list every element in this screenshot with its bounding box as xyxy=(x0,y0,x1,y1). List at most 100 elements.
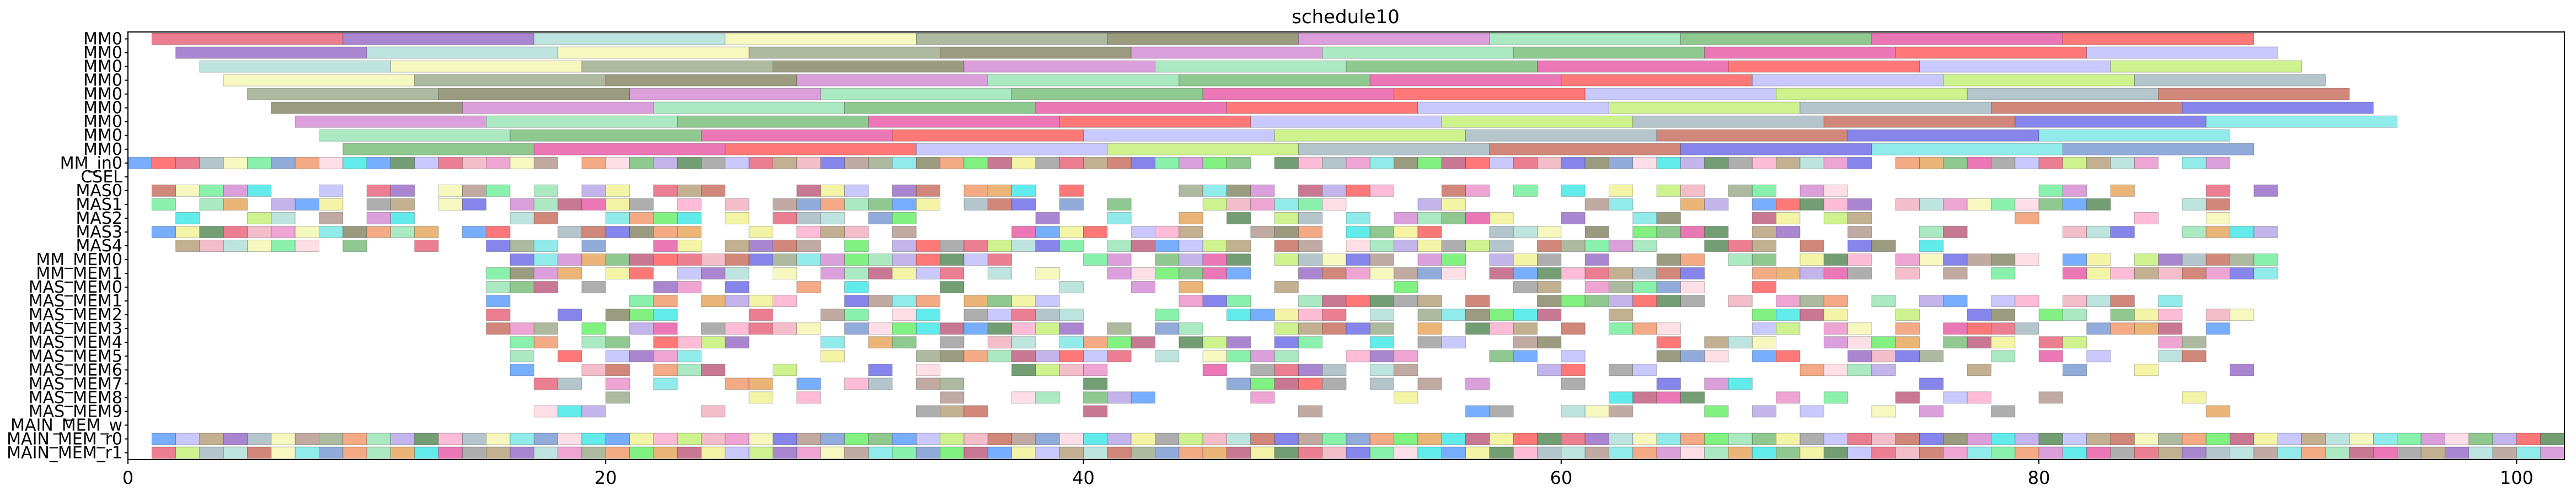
task-block xyxy=(701,267,726,280)
task-block xyxy=(1656,225,1681,238)
task-block xyxy=(2349,446,2374,459)
task-block xyxy=(1632,446,1657,459)
task-block xyxy=(701,405,726,418)
task-block xyxy=(1107,212,1132,224)
task-block xyxy=(653,309,678,321)
task-block xyxy=(2015,212,2039,224)
task-block xyxy=(1967,364,1991,376)
task-block xyxy=(963,322,988,335)
task-block xyxy=(1465,239,1490,252)
task-block xyxy=(1823,295,1849,308)
task-block xyxy=(605,225,630,238)
task-block xyxy=(2253,267,2278,280)
x-tick-label: 60 xyxy=(1550,467,1572,488)
task-block xyxy=(1011,157,1036,169)
task-block xyxy=(533,446,559,459)
task-bar xyxy=(151,33,344,45)
task-block xyxy=(892,239,917,252)
task-block xyxy=(677,239,702,252)
task-block xyxy=(844,295,869,308)
task-block xyxy=(844,281,869,294)
row-label: MM_MEM0 xyxy=(36,250,122,269)
task-block xyxy=(844,378,869,390)
task-block xyxy=(1513,433,1538,445)
task-block xyxy=(2253,184,2278,197)
task-block xyxy=(1226,254,1251,266)
task-block xyxy=(247,212,272,224)
task-bar xyxy=(1561,74,1753,87)
task-block xyxy=(1154,239,1180,252)
task-bar xyxy=(319,129,511,142)
task-block xyxy=(1800,446,1824,459)
task-bar xyxy=(199,60,391,73)
task-block xyxy=(868,254,893,266)
task-bar xyxy=(1871,33,2063,45)
task-block xyxy=(1131,281,1155,294)
task-block xyxy=(772,295,797,308)
task-block xyxy=(2038,198,2063,211)
task-block xyxy=(1680,225,1705,238)
task-block xyxy=(366,198,391,211)
task-block xyxy=(1298,322,1323,335)
row-label: MM0 xyxy=(83,99,122,118)
task-block xyxy=(1895,157,1920,169)
task-block xyxy=(772,239,797,252)
task-block xyxy=(1895,446,1920,459)
task-block xyxy=(940,433,965,445)
task-block xyxy=(1800,295,1824,308)
task-block xyxy=(2015,446,2039,459)
task-block xyxy=(2062,446,2087,459)
task-block xyxy=(868,378,893,390)
task-block xyxy=(1537,336,1562,349)
task-block xyxy=(1632,225,1657,238)
task-block xyxy=(677,254,702,266)
task-block xyxy=(629,212,654,224)
row-label: CSEL xyxy=(81,168,122,187)
task-block xyxy=(1680,391,1705,404)
task-block xyxy=(199,225,224,238)
task-block xyxy=(963,309,988,321)
task-block xyxy=(1059,350,1084,363)
task-block xyxy=(199,157,224,169)
task-block xyxy=(677,446,702,459)
task-block xyxy=(1346,433,1370,445)
task-block xyxy=(1083,336,1108,349)
task-bar xyxy=(247,88,439,100)
task-block xyxy=(725,295,749,308)
task-block xyxy=(1107,198,1132,211)
task-block xyxy=(1059,446,1084,459)
task-block xyxy=(1967,309,1991,321)
task-block xyxy=(462,157,487,169)
task-block xyxy=(1895,267,1920,280)
task-block xyxy=(1990,309,2016,321)
task-block xyxy=(1823,391,1849,404)
task-block xyxy=(1656,157,1681,169)
task-block xyxy=(940,336,965,349)
task-block xyxy=(1800,309,1824,321)
task-block xyxy=(2301,446,2326,459)
task-block xyxy=(2468,433,2493,445)
task-block xyxy=(1059,433,1084,445)
task-block xyxy=(1441,336,1466,349)
task-block xyxy=(1561,364,1586,376)
task-block xyxy=(1608,391,1634,404)
task-block xyxy=(1107,391,1132,404)
task-block xyxy=(223,446,248,459)
task-block xyxy=(1179,239,1203,252)
task-block xyxy=(1131,267,1155,280)
task-block xyxy=(1059,239,1084,252)
task-block xyxy=(1656,391,1681,404)
task-block xyxy=(1011,336,1036,349)
task-block xyxy=(868,446,893,459)
task-block xyxy=(438,184,463,197)
task-block xyxy=(868,433,893,445)
task-block xyxy=(1322,267,1347,280)
task-block xyxy=(1179,267,1203,280)
task-block xyxy=(820,157,845,169)
task-block xyxy=(1943,295,1968,308)
task-block xyxy=(653,446,678,459)
task-block xyxy=(915,364,941,376)
task-block xyxy=(319,446,344,459)
task-bar xyxy=(2134,74,2326,87)
task-block xyxy=(1346,350,1370,363)
